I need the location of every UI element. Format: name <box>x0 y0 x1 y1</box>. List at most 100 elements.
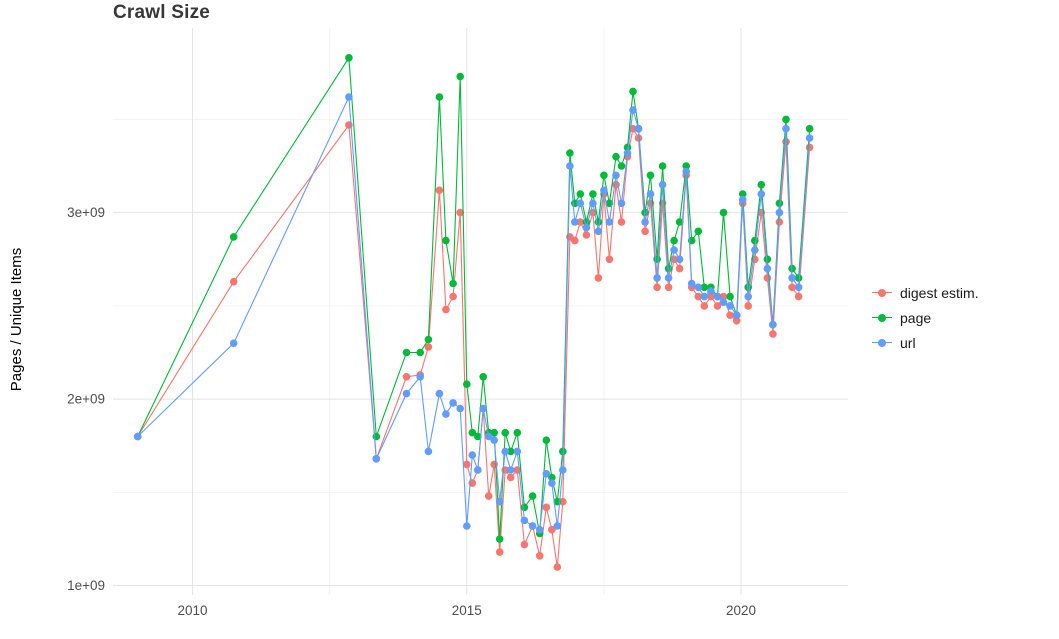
data-point-page <box>416 348 425 357</box>
data-point-digest <box>424 343 433 351</box>
data-point-url <box>463 522 471 530</box>
data-point-url <box>442 410 450 418</box>
data-point-url <box>559 466 567 474</box>
data-point-url <box>732 311 741 320</box>
data-point-page <box>763 255 772 264</box>
data-point-page <box>229 233 238 241</box>
data-point-url <box>605 218 614 226</box>
y-tick-label: 2e+09 <box>67 392 105 407</box>
data-point-digest <box>605 255 614 264</box>
data-point-digest <box>694 292 703 301</box>
data-point-page <box>719 208 728 217</box>
data-point-page <box>468 428 477 437</box>
data-point-page <box>479 373 488 381</box>
data-point-digest <box>571 236 579 245</box>
data-point-digest <box>542 503 551 512</box>
data-point-url <box>658 180 667 189</box>
data-point-page <box>617 162 626 170</box>
data-point-page <box>775 199 784 208</box>
data-point-url <box>501 447 510 456</box>
data-point-url <box>687 279 696 288</box>
data-point-page <box>612 152 620 161</box>
data-point-digest <box>713 302 722 310</box>
data-point-digest <box>535 552 544 560</box>
data-point-digest <box>769 330 777 338</box>
data-point-url <box>490 436 499 445</box>
data-point-digest <box>495 548 504 556</box>
data-point-url <box>612 171 620 180</box>
data-point-digest <box>449 292 457 301</box>
data-point-url <box>495 497 504 506</box>
legend-label-url: url <box>900 334 916 351</box>
data-point-url <box>763 264 772 273</box>
data-point-url <box>782 124 790 133</box>
x-tick-label: 2020 <box>726 603 756 618</box>
data-point-digest <box>442 305 450 314</box>
data-point-url <box>594 227 603 236</box>
data-point-url <box>133 432 142 441</box>
data-point-digest <box>794 292 803 301</box>
data-point-url <box>769 320 777 329</box>
data-point-url <box>629 106 637 114</box>
data-point-page <box>675 218 684 226</box>
data-point-url <box>449 399 457 407</box>
data-point-page <box>542 436 551 445</box>
data-point-url <box>506 466 515 474</box>
data-point-url <box>416 373 425 381</box>
data-point-url <box>757 190 766 198</box>
data-point-page <box>495 535 504 543</box>
data-point-url <box>623 149 632 157</box>
data-point-page <box>520 503 529 512</box>
legend-item-digest-estim: digest estim. <box>872 284 979 301</box>
data-point-url <box>794 283 803 292</box>
data-point-url <box>670 246 678 254</box>
data-point-url <box>566 162 574 170</box>
data-point-page <box>738 190 747 198</box>
data-point-url <box>617 199 626 208</box>
data-point-url <box>229 339 238 348</box>
x-tick-label: 2015 <box>452 603 482 618</box>
data-point-page <box>506 447 515 456</box>
data-point-page <box>372 432 381 441</box>
data-point-digest <box>675 264 684 273</box>
data-point-digest <box>788 283 796 292</box>
data-point-page <box>658 162 667 170</box>
data-point-url <box>726 302 734 310</box>
data-point-digest <box>763 274 772 282</box>
data-point-page <box>600 171 608 180</box>
data-point-url <box>805 134 814 142</box>
data-point-url <box>707 287 715 295</box>
chart-title: Crawl Size <box>113 2 211 23</box>
legend-label-digest-estim: digest estim. <box>900 284 979 301</box>
data-point-page <box>528 492 537 500</box>
data-point-url <box>646 190 655 198</box>
data-point-page <box>513 428 522 437</box>
series-line-digest <box>137 123 811 568</box>
legend-point-icon <box>872 284 892 301</box>
data-point-url <box>571 218 579 226</box>
data-point-digest <box>719 292 728 301</box>
data-point-page <box>646 171 655 180</box>
x-tick-label: 2010 <box>178 603 208 618</box>
data-point-digest <box>456 208 465 217</box>
legend-label-page: page <box>900 309 932 326</box>
data-point-digest <box>548 525 556 534</box>
data-point-url <box>664 274 673 282</box>
data-point-url <box>751 246 759 254</box>
data-point-digest <box>484 492 493 500</box>
series-line-url <box>137 94 811 531</box>
data-point-page <box>805 124 814 133</box>
data-point-digest <box>641 227 649 236</box>
data-point-url <box>738 195 747 204</box>
data-point-digest <box>559 497 567 506</box>
data-point-url <box>675 255 684 264</box>
data-point-url <box>468 451 477 459</box>
data-point-url <box>694 283 703 292</box>
data-point-page <box>456 72 465 81</box>
data-point-page <box>700 283 709 292</box>
data-point-url <box>719 298 728 307</box>
data-point-digest <box>229 277 238 286</box>
data-point-url <box>600 186 608 195</box>
data-point-url <box>788 274 796 282</box>
